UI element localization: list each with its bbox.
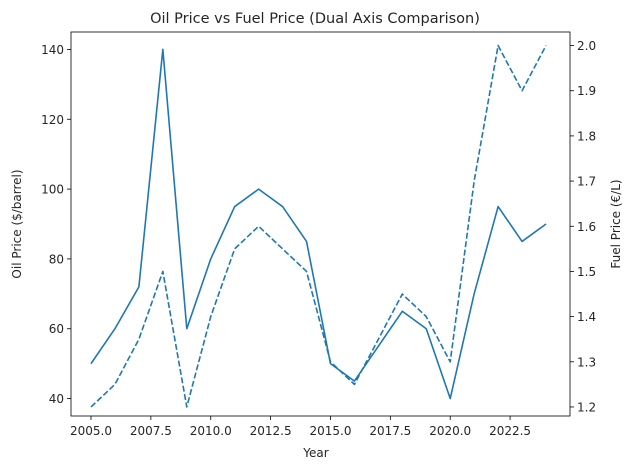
x-tick-label: 2007.5 (130, 424, 172, 438)
left-y-tick-label: 120 (41, 113, 64, 127)
right-y-tick-label: 2.0 (577, 39, 596, 53)
x-tick-label: 2010.0 (190, 424, 232, 438)
right-y-tick-label: 1.5 (577, 265, 596, 279)
right-y-tick-label: 1.9 (577, 84, 596, 98)
oil-price-line (90, 48, 547, 400)
plot-area (90, 44, 547, 408)
right-y-tick-label: 1.2 (577, 400, 596, 414)
axes: 2005.0 2007.5 2010.0 2012.5 2015.0 2017.5 2020… (41, 31, 596, 438)
x-tick-label: 2022.5 (489, 424, 531, 438)
x-tick-label: 2020.0 (429, 424, 471, 438)
chart-title: Oil Price vs Fuel Price (Dual Axis Compa… (150, 11, 480, 27)
x-tick-label: 2017.5 (369, 424, 411, 438)
left-y-tick-label: 100 (41, 183, 64, 197)
right-y-tick-label: 1.8 (577, 129, 596, 143)
x-tick-label: 2005.0 (70, 424, 112, 438)
right-y-tick-label: 1.7 (577, 175, 596, 189)
left-y-tick-label: 40 (49, 392, 64, 406)
left-y-tick-label: 80 (49, 252, 64, 266)
right-y-axis-title: Fuel Price (€/L) (609, 179, 623, 268)
left-y-axis-title: Oil Price ($/barrel) (10, 169, 24, 278)
x-tick-label: 2012.5 (250, 424, 292, 438)
left-y-tick-label: 60 (49, 322, 64, 336)
fuel-price-line (90, 44, 547, 408)
x-tick-label: 2015.0 (309, 424, 351, 438)
x-axis-title: Year (302, 446, 328, 460)
plot-frame (70, 31, 571, 417)
left-y-tick-label: 140 (41, 43, 64, 57)
right-y-tick-label: 1.6 (577, 220, 596, 234)
right-y-tick-label: 1.4 (577, 310, 596, 324)
right-y-tick-label: 1.3 (577, 355, 596, 369)
